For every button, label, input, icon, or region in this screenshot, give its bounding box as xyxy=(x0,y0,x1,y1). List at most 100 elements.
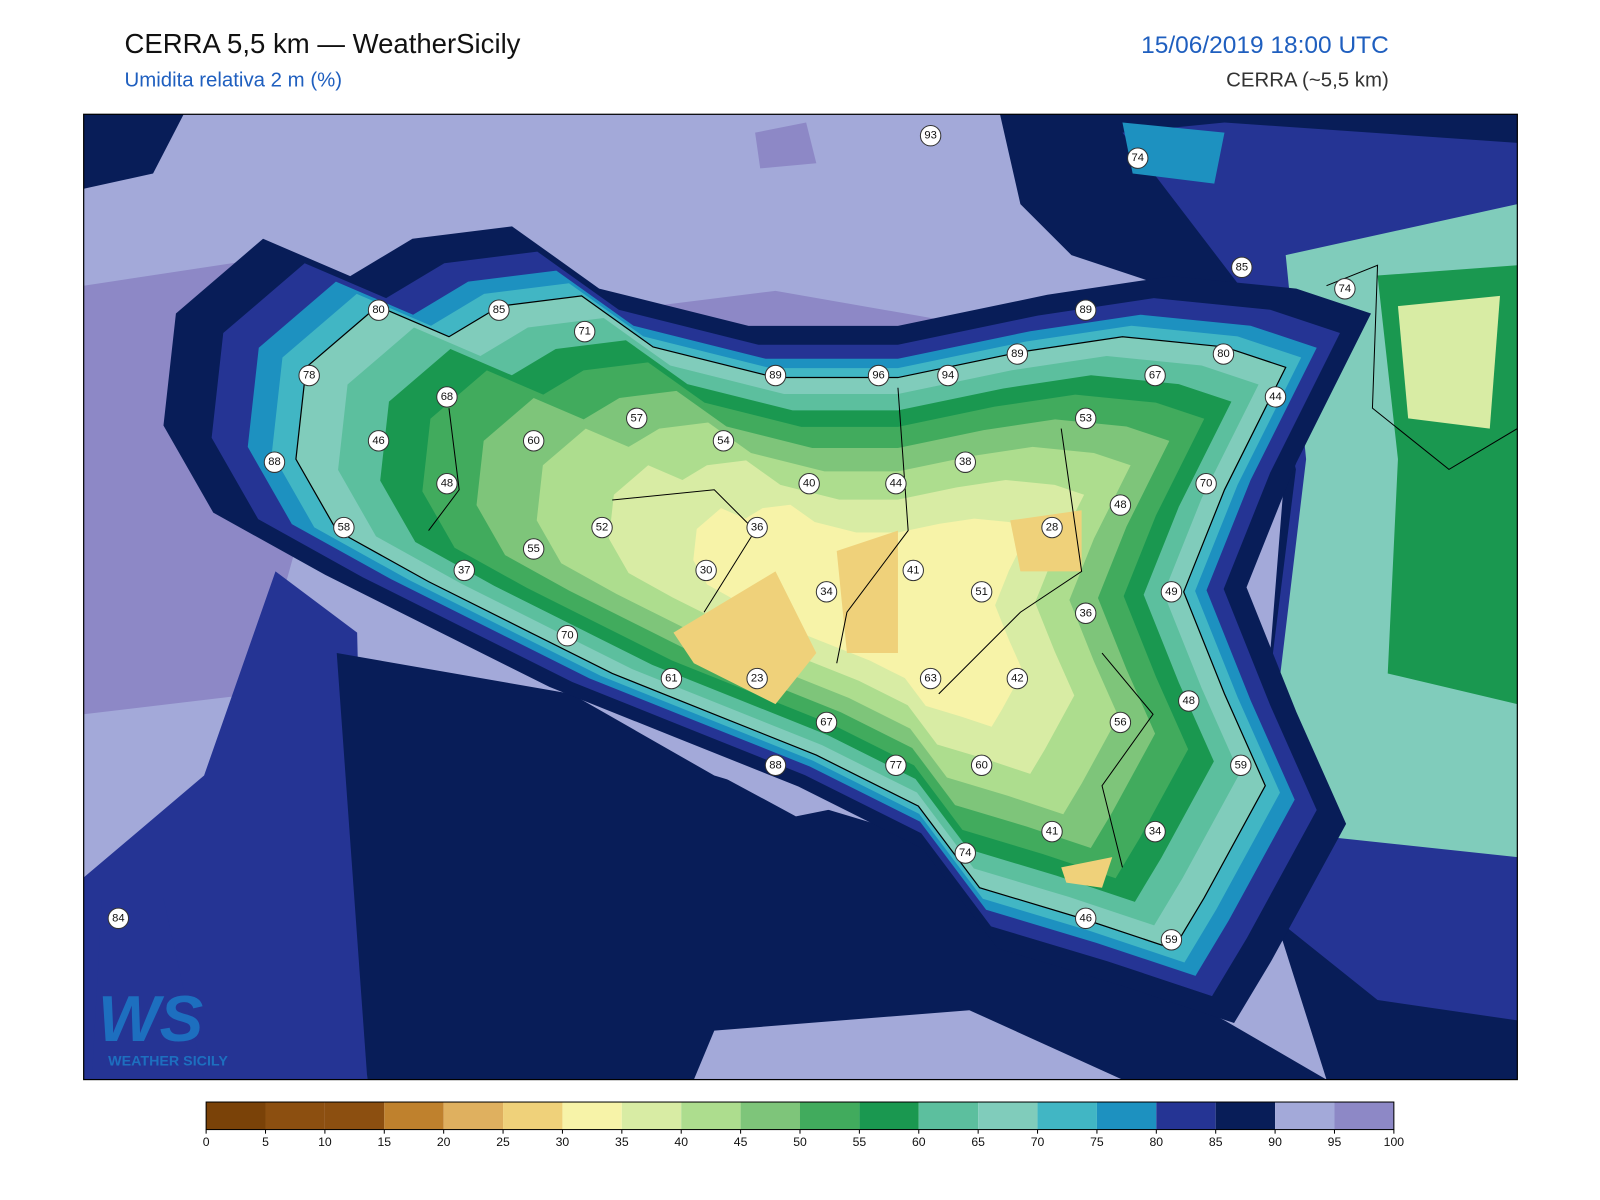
colorbar-bin xyxy=(384,1102,444,1130)
station-marker xyxy=(1160,929,1183,951)
station-label: 53 xyxy=(1079,412,1091,424)
station-label: 89 xyxy=(1011,348,1023,360)
station-label: 67 xyxy=(820,716,832,728)
station-marker xyxy=(436,386,458,408)
station-marker xyxy=(970,581,993,603)
station-marker xyxy=(333,516,355,539)
logo: WS xyxy=(98,982,203,1055)
colorbar-tick-label: 55 xyxy=(853,1135,867,1149)
station-marker xyxy=(263,451,286,473)
stations: 93 74 85 74 80 85 71 89 89 80 78 89 96 94 67 68 44 57 53 46… xyxy=(107,124,1356,951)
station-label: 59 xyxy=(1235,759,1247,771)
colorbar-tick-label: 10 xyxy=(318,1135,332,1149)
station-label: 63 xyxy=(924,673,936,685)
colorbar: 0 5 10 15 20 25 30 35 40 45 50 55 60 65 70 75 80 85 90 95 10… xyxy=(203,1101,1405,1149)
station-marker xyxy=(1074,602,1097,624)
station-marker xyxy=(1160,581,1183,603)
station-marker xyxy=(107,907,130,930)
station-label: 80 xyxy=(1217,348,1229,360)
station-label: 28 xyxy=(1046,522,1058,534)
station-marker xyxy=(522,538,545,560)
colorbar-bin xyxy=(1156,1102,1216,1130)
station-label: 36 xyxy=(1079,607,1091,619)
station-label: 78 xyxy=(303,370,315,382)
station-label: 36 xyxy=(751,522,763,534)
colorbar-tick-label: 70 xyxy=(1031,1135,1045,1149)
station-marker xyxy=(798,472,820,495)
station-marker xyxy=(522,430,545,452)
station-label: 74 xyxy=(959,847,971,859)
station-label: 58 xyxy=(338,522,350,534)
colorbar-bin xyxy=(324,1102,385,1130)
station-label: 68 xyxy=(441,391,453,403)
station-marker xyxy=(298,364,320,387)
colorbar-bin xyxy=(740,1102,800,1130)
station-label: 80 xyxy=(372,304,384,316)
colorbar-tick-label: 50 xyxy=(793,1135,807,1149)
station-marker xyxy=(695,559,717,582)
station-marker xyxy=(954,451,977,473)
station-label: 59 xyxy=(1165,934,1177,946)
station-marker xyxy=(573,320,596,343)
station-marker xyxy=(1074,907,1097,930)
model: CERRA (~5,5 km) xyxy=(1226,70,1389,92)
station-marker xyxy=(919,124,942,147)
colorbar-tick-label: 35 xyxy=(615,1135,629,1149)
station-label: 85 xyxy=(1236,261,1248,273)
colorbar-tick-label: 75 xyxy=(1090,1135,1104,1149)
map xyxy=(83,114,1518,1080)
station-label: 51 xyxy=(975,586,987,598)
colorbar-bin xyxy=(1334,1102,1394,1130)
colorbar-tick-label: 15 xyxy=(377,1135,391,1149)
colorbar-bin xyxy=(1275,1102,1335,1130)
colorbar-bin xyxy=(681,1102,741,1130)
station-marker xyxy=(453,559,475,582)
station-label: 88 xyxy=(268,456,280,468)
station-label: 74 xyxy=(1339,283,1351,295)
colorbar-bin xyxy=(621,1102,682,1130)
station-marker xyxy=(1212,343,1235,365)
colorbar-bin xyxy=(503,1102,563,1130)
station-label: 96 xyxy=(872,370,884,382)
station-label: 55 xyxy=(527,543,539,555)
colorbar-tick-label: 100 xyxy=(1384,1135,1405,1149)
colorbar-bin xyxy=(859,1102,919,1130)
colorbar-bin xyxy=(1037,1102,1097,1130)
colorbar-tick-label: 45 xyxy=(734,1135,748,1149)
station-label: 60 xyxy=(527,435,539,447)
map-frame xyxy=(83,113,1518,1081)
colorbar-bin xyxy=(918,1102,979,1130)
station-marker xyxy=(1144,820,1166,843)
colorbar-tick-label: 0 xyxy=(203,1135,210,1149)
colorbar-bin xyxy=(206,1102,266,1130)
station-marker xyxy=(1074,299,1097,321)
station-marker xyxy=(815,711,838,734)
station-label: 67 xyxy=(1149,370,1161,382)
station-label: 74 xyxy=(1132,152,1144,164)
station-marker xyxy=(867,364,890,387)
colorbar-bin xyxy=(562,1102,622,1130)
colorbar-bin xyxy=(1096,1102,1157,1130)
colorbar-tick-label: 5 xyxy=(262,1135,269,1149)
station-marker xyxy=(1195,472,1217,495)
station-marker xyxy=(591,516,613,539)
station-marker xyxy=(1006,343,1029,365)
station-marker xyxy=(1144,364,1166,387)
colorbar-tick-label: 95 xyxy=(1328,1135,1342,1149)
station-label: 41 xyxy=(1046,826,1058,838)
station-marker xyxy=(885,472,907,495)
station-marker xyxy=(1006,667,1029,690)
station-label: 34 xyxy=(1149,826,1161,838)
station-marker xyxy=(746,516,768,539)
station-label: 38 xyxy=(959,456,971,468)
station-label: 49 xyxy=(1165,586,1177,598)
colorbar-bin xyxy=(443,1102,504,1130)
station-label: 61 xyxy=(665,673,677,685)
station-label: 84 xyxy=(112,912,124,924)
colorbar-tick-label: 20 xyxy=(437,1135,451,1149)
station-label: 71 xyxy=(578,326,590,338)
station-label: 30 xyxy=(700,564,712,576)
station-marker xyxy=(436,472,458,495)
station-label: 23 xyxy=(751,673,763,685)
station-marker xyxy=(902,559,924,582)
